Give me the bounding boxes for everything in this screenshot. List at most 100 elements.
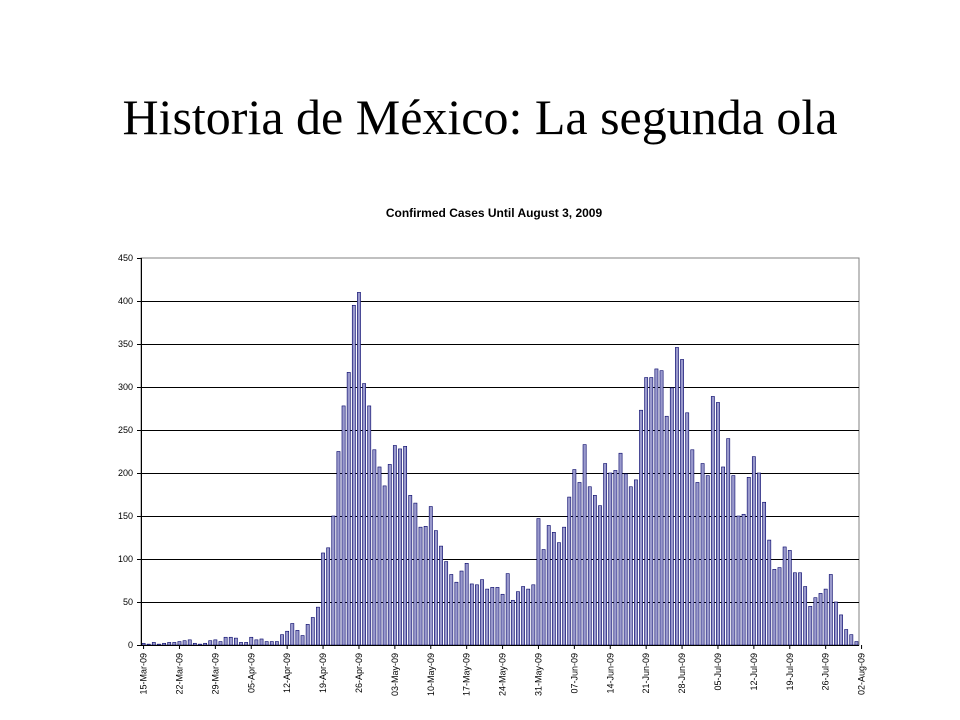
plot-area — [140, 257, 860, 646]
bar — [531, 584, 536, 646]
y-tick-label: 250 — [118, 425, 133, 435]
bar — [316, 606, 320, 646]
y-tick-label: 350 — [118, 339, 133, 349]
bar — [521, 586, 525, 646]
y-tick-label: 300 — [118, 382, 133, 392]
x-tick-label: 12-Jul-09 — [749, 653, 759, 691]
bar — [572, 469, 577, 646]
bar — [408, 495, 413, 646]
bar — [392, 445, 397, 646]
bar — [828, 574, 833, 646]
x-tick-label: 22-Mar-09 — [174, 653, 184, 695]
bar — [598, 505, 602, 646]
bar — [162, 642, 166, 646]
x-tick-label: 28-Jun-09 — [677, 653, 687, 694]
bar — [182, 640, 187, 646]
bar — [608, 472, 613, 646]
bar — [546, 525, 551, 646]
bar — [721, 466, 725, 646]
bar — [290, 623, 295, 646]
x-tick-label: 05-Apr-09 — [246, 653, 256, 693]
bar — [741, 513, 746, 646]
bar — [310, 617, 315, 646]
bar — [264, 641, 269, 646]
bar — [213, 639, 218, 646]
bar — [372, 449, 377, 646]
bar — [551, 532, 556, 646]
bar — [787, 550, 792, 646]
bar — [233, 637, 238, 646]
bar — [664, 415, 669, 646]
bar — [239, 642, 243, 646]
x-tick-label: 10-May-09 — [426, 653, 436, 696]
bar — [254, 639, 259, 646]
bar — [623, 473, 628, 646]
bar — [146, 643, 151, 646]
bar — [187, 639, 192, 646]
bar — [628, 486, 633, 646]
bar — [751, 456, 756, 646]
x-tick-label: 03-May-09 — [390, 653, 400, 696]
bar — [649, 377, 654, 646]
bar — [151, 642, 156, 646]
x-tick-label: 07-Jun-09 — [569, 653, 579, 694]
y-tick-label: 100 — [118, 554, 133, 564]
bar — [603, 463, 608, 646]
bar — [454, 581, 459, 646]
bar — [326, 547, 331, 646]
bar — [582, 444, 587, 646]
bar — [495, 587, 500, 646]
chart-title: Confirmed Cases Until August 3, 2009 — [386, 206, 603, 220]
bar — [295, 630, 300, 646]
y-tick-label: 200 — [118, 468, 133, 478]
bar — [275, 641, 279, 646]
bar — [592, 495, 597, 646]
x-tick-label: 29-Mar-09 — [210, 653, 220, 695]
bar — [746, 476, 751, 646]
bar — [387, 464, 392, 646]
x-tick-label: 31-May-09 — [533, 653, 543, 696]
bar — [177, 641, 182, 646]
bar — [536, 518, 541, 646]
bar — [208, 640, 213, 646]
bar — [757, 472, 761, 646]
bar — [736, 515, 741, 646]
bar — [557, 542, 561, 646]
bar — [285, 630, 290, 646]
bar — [469, 583, 474, 646]
bar — [823, 588, 828, 646]
bar — [644, 377, 649, 646]
x-tick-label: 26-Jul-09 — [821, 653, 831, 691]
bar — [813, 597, 818, 646]
bar — [382, 485, 387, 646]
bar — [798, 572, 802, 646]
x-tick-label: 15-Mar-09 — [139, 653, 149, 695]
bar — [669, 387, 674, 646]
bar — [351, 304, 356, 646]
x-tick-label: 19-Jul-09 — [785, 653, 795, 691]
bar — [505, 573, 510, 646]
bar — [767, 539, 772, 646]
bar — [526, 588, 531, 646]
x-tick-label: 24-May-09 — [498, 653, 508, 696]
bar — [192, 642, 197, 646]
bar — [844, 629, 849, 646]
bar — [321, 552, 325, 646]
bar — [377, 466, 382, 646]
y-tick-label: 450 — [118, 253, 133, 263]
bar — [500, 593, 505, 646]
bar — [562, 526, 567, 646]
bar — [510, 599, 515, 646]
bar — [659, 370, 664, 646]
bar — [577, 482, 582, 646]
bar — [398, 448, 402, 646]
bar — [726, 438, 731, 646]
bar — [731, 475, 736, 646]
bar — [782, 546, 787, 646]
bar — [762, 501, 767, 646]
bar — [444, 561, 449, 646]
bar — [418, 526, 423, 646]
x-tick-label: 14-Jun-09 — [605, 653, 615, 694]
bar — [695, 482, 700, 646]
